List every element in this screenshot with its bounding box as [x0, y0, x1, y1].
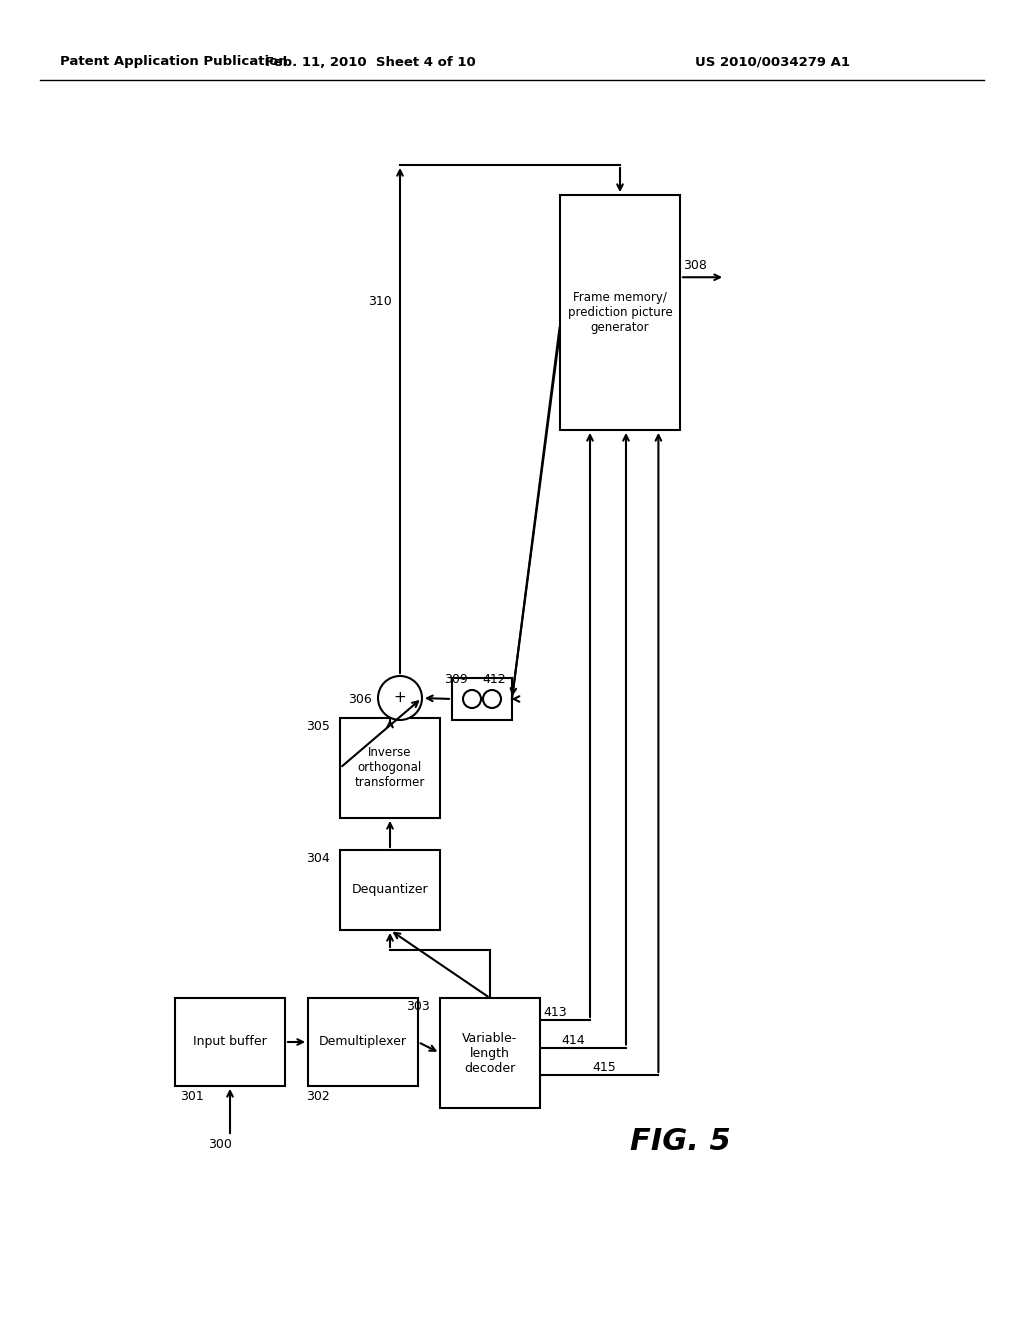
Text: Frame memory/
prediction picture
generator: Frame memory/ prediction picture generat… — [567, 290, 673, 334]
Text: 304: 304 — [306, 851, 330, 865]
Text: FIG. 5: FIG. 5 — [630, 1127, 731, 1156]
Circle shape — [463, 690, 481, 708]
Bar — [175, 998, 285, 1086]
Text: 414: 414 — [561, 1034, 585, 1047]
Text: Feb. 11, 2010  Sheet 4 of 10: Feb. 11, 2010 Sheet 4 of 10 — [264, 55, 475, 69]
Text: 301: 301 — [180, 1090, 204, 1104]
Bar — [440, 998, 540, 1107]
Text: 303: 303 — [406, 1001, 430, 1012]
Text: Input buffer: Input buffer — [194, 1035, 267, 1048]
Text: 413: 413 — [543, 1006, 566, 1019]
Text: 309: 309 — [444, 673, 468, 686]
Text: US 2010/0034279 A1: US 2010/0034279 A1 — [695, 55, 850, 69]
Text: Demultiplexer: Demultiplexer — [319, 1035, 407, 1048]
Text: Inverse
orthogonal
transformer: Inverse orthogonal transformer — [354, 747, 425, 789]
Text: +: + — [393, 690, 407, 705]
Text: 308: 308 — [683, 259, 707, 272]
Bar — [308, 998, 418, 1086]
Text: Dequantizer: Dequantizer — [351, 883, 428, 896]
Text: 305: 305 — [306, 719, 330, 733]
Text: 310: 310 — [368, 294, 392, 308]
Bar — [452, 678, 512, 719]
Text: Patent Application Publication: Patent Application Publication — [60, 55, 288, 69]
Bar — [560, 195, 680, 430]
Text: Variable-
length
decoder: Variable- length decoder — [463, 1031, 517, 1074]
Text: 412: 412 — [482, 673, 506, 686]
Circle shape — [483, 690, 501, 708]
Text: 302: 302 — [306, 1090, 330, 1104]
Text: 415: 415 — [592, 1061, 616, 1074]
Circle shape — [378, 676, 422, 719]
Text: 300: 300 — [208, 1138, 231, 1151]
Bar — [340, 850, 440, 931]
Bar — [340, 718, 440, 818]
Text: 306: 306 — [348, 693, 372, 706]
